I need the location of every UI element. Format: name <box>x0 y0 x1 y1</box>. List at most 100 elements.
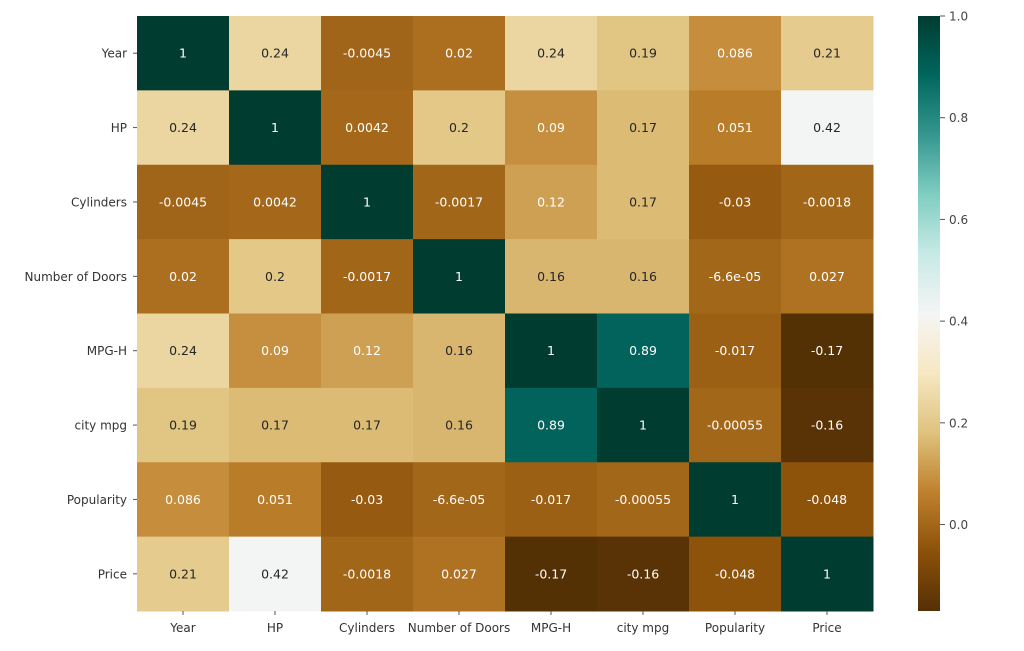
cell-annotation: 0.027 <box>809 269 845 284</box>
cell-annotation: 0.24 <box>169 120 197 135</box>
heatmap-cell <box>505 536 598 612</box>
cell-annotation: -0.17 <box>811 343 843 358</box>
heatmap-cell <box>505 387 598 463</box>
y-tick-label: city mpg <box>75 419 127 433</box>
heatmap-cell <box>505 462 598 538</box>
cell-annotation: 0.24 <box>537 46 565 61</box>
heatmap-cell <box>505 90 598 166</box>
heatmap-cell <box>689 313 782 389</box>
y-tick-label: Price <box>98 567 127 581</box>
cell-annotation: 0.02 <box>169 269 197 284</box>
heatmap-cell <box>597 313 690 389</box>
cell-annotation: -0.16 <box>811 418 843 433</box>
cell-annotation: -0.0045 <box>343 46 391 61</box>
cell-annotation: -0.00055 <box>615 492 671 507</box>
heatmap-cell <box>229 536 322 612</box>
cell-annotation: 0.89 <box>537 418 565 433</box>
x-tick-label: Popularity <box>705 621 765 635</box>
cell-annotation: 0.0042 <box>253 194 297 209</box>
heatmap-cell <box>689 387 782 463</box>
heatmap-cell <box>597 462 690 538</box>
cell-annotation: 0.02 <box>445 46 473 61</box>
cell-annotation: 0.051 <box>257 492 293 507</box>
cell-annotation: 0.09 <box>261 343 289 358</box>
cell-annotation: 0.21 <box>813 46 841 61</box>
heatmap-cell <box>597 16 690 91</box>
x-tick-label: Cylinders <box>339 621 395 635</box>
y-tick-label: Number of Doors <box>24 270 127 284</box>
cell-annotation: 0.19 <box>169 418 197 433</box>
heatmap-cell <box>321 462 414 538</box>
x-tick-label: MPG-H <box>531 621 571 635</box>
heatmap-cell <box>321 16 414 91</box>
heatmap-cell <box>781 164 874 240</box>
colorbar-tick-label: 0.2 <box>949 416 968 430</box>
heatmap-cell <box>321 239 414 314</box>
y-tick-label: Year <box>101 47 127 61</box>
heatmap-cell <box>689 90 782 166</box>
cell-annotation: 0.16 <box>445 418 473 433</box>
cell-annotation: 1 <box>639 418 647 433</box>
heatmap-cell <box>505 164 598 240</box>
colorbar-tick-label: 1.0 <box>949 10 968 24</box>
y-tick-label: Popularity <box>67 493 127 507</box>
cell-annotation: 0.21 <box>169 566 197 581</box>
heatmap-cell <box>413 90 506 166</box>
heatmap-cell <box>413 313 506 389</box>
cell-annotation: -0.16 <box>627 566 659 581</box>
heatmap-cell <box>689 16 782 91</box>
y-tick-label: Cylinders <box>71 195 127 209</box>
cell-annotation: 0.12 <box>353 343 381 358</box>
cell-annotation: -0.048 <box>715 566 755 581</box>
heatmap-cell <box>781 387 874 463</box>
heatmap-cell <box>413 462 506 538</box>
cell-annotation: 0.17 <box>629 194 657 209</box>
x-tick-label: Year <box>169 621 195 635</box>
cell-annotation: 0.051 <box>717 120 753 135</box>
heatmap-cell <box>505 313 598 389</box>
y-tick-label: MPG-H <box>87 344 127 358</box>
heatmap-cell <box>689 462 782 538</box>
cell-annotation: 0.17 <box>261 418 289 433</box>
heatmap-cell <box>321 164 414 240</box>
heatmap-cell <box>137 462 230 538</box>
cell-annotation: 1 <box>179 46 187 61</box>
cell-annotation: 0.24 <box>169 343 197 358</box>
cell-annotation: 0.09 <box>537 120 565 135</box>
heatmap-cell <box>321 90 414 166</box>
cell-annotation: 0.24 <box>261 46 289 61</box>
cell-annotation: 1 <box>271 120 279 135</box>
heatmap-cell <box>781 462 874 538</box>
heatmap-cell <box>413 536 506 612</box>
heatmap-cell <box>597 536 690 612</box>
heatmap-cell <box>413 387 506 463</box>
colorbar-gradient <box>918 16 940 611</box>
heatmap-cell <box>229 16 322 91</box>
cell-annotation: 0.2 <box>265 269 285 284</box>
colorbar-tick-label: 0.6 <box>949 213 968 227</box>
heatmap-cell <box>229 90 322 166</box>
cell-annotation: -0.03 <box>351 492 383 507</box>
x-axis-labels: Year HP Cylinders Number of Doors MPG-H city … <box>169 611 842 635</box>
cell-annotation: -0.0017 <box>435 194 483 209</box>
y-tick-label: HP <box>111 121 127 135</box>
heatmap-cell <box>689 239 782 314</box>
heatmap-cells: 1 0.24 -0.0045 0.02 0.24 0.19 0.086 0.210.24 1 0.… <box>137 16 874 612</box>
heatmap-cell <box>229 387 322 463</box>
heatmap-cell <box>597 90 690 166</box>
colorbar-tick-label: 0.0 <box>949 518 968 532</box>
cell-annotation: -0.03 <box>719 194 751 209</box>
cell-annotation: 0.89 <box>629 343 657 358</box>
cell-annotation: 0.42 <box>813 120 841 135</box>
cell-annotation: 0.086 <box>165 492 201 507</box>
cell-annotation: 0.16 <box>445 343 473 358</box>
heatmap-cell <box>321 536 414 612</box>
cell-annotation: 1 <box>363 194 371 209</box>
heatmap-cell <box>137 313 230 389</box>
cell-annotation: 0.2 <box>449 120 469 135</box>
cell-annotation: 0.17 <box>353 418 381 433</box>
heatmap-cell <box>781 90 874 166</box>
heatmap-cell <box>781 536 874 612</box>
